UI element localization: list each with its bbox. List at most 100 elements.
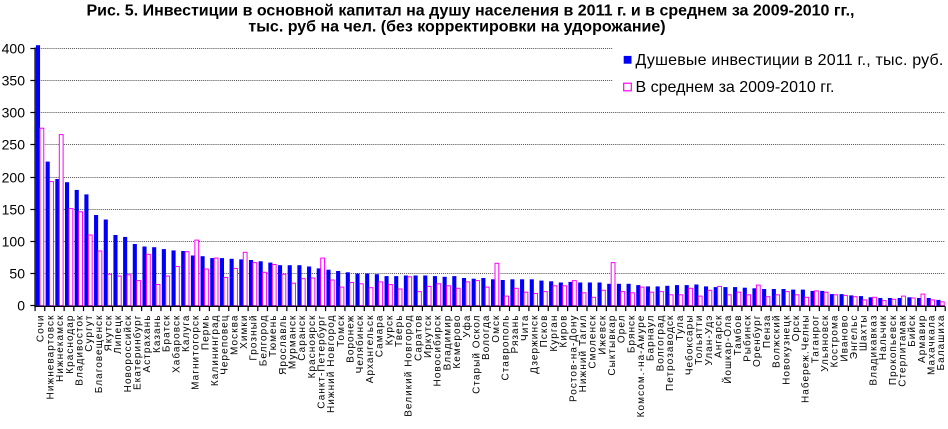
svg-text:Волжский: Волжский bbox=[772, 315, 783, 368]
svg-text:Вологда: Вологда bbox=[481, 315, 492, 360]
svg-text:Армавир: Армавир bbox=[917, 315, 928, 363]
svg-text:Ставрополь: Ставрополь bbox=[500, 314, 511, 380]
svg-text:Махачкала: Махачкала bbox=[926, 315, 937, 375]
svg-text:Пенза: Пенза bbox=[762, 315, 773, 349]
svg-text:Калуга: Калуга bbox=[181, 315, 192, 353]
svg-text:Череповец: Череповец bbox=[220, 315, 231, 375]
svg-text:Балашиха: Балашиха bbox=[936, 315, 947, 371]
svg-text:Владимир: Владимир bbox=[442, 315, 453, 371]
svg-text:Тамбов: Тамбов bbox=[732, 315, 744, 356]
svg-text:400: 400 bbox=[2, 40, 26, 56]
svg-text:Ульяновск: Ульяновск bbox=[820, 315, 831, 372]
svg-text:Энгельс: Энгельс bbox=[849, 315, 860, 360]
svg-text:Волгоград: Волгоград bbox=[655, 315, 666, 372]
svg-text:Орел: Орел bbox=[617, 315, 628, 344]
svg-text:Химки: Химки bbox=[239, 315, 250, 349]
svg-text:Хабаровск: Хабаровск bbox=[170, 315, 182, 373]
svg-text:Нальчик: Нальчик bbox=[878, 315, 889, 361]
svg-text:Барнаул: Барнаул bbox=[646, 315, 657, 362]
svg-text:Новокузнецк: Новокузнецк bbox=[781, 315, 792, 385]
svg-text:Псков: Псков bbox=[539, 315, 550, 348]
svg-text:Ижевск: Ижевск bbox=[597, 315, 608, 355]
svg-text:Орск: Орск bbox=[791, 315, 802, 342]
svg-text:Новороссийск: Новороссийск bbox=[123, 315, 134, 393]
svg-text:Краснодар: Краснодар bbox=[65, 315, 76, 374]
svg-text:Смоленск: Смоленск bbox=[588, 315, 599, 369]
svg-text:Владивосток: Владивосток bbox=[74, 315, 85, 386]
svg-text:Тюмень: Тюмень bbox=[268, 315, 279, 358]
svg-text:Магнитогорск: Магнитогорск bbox=[191, 315, 202, 390]
svg-text:Тольятти: Тольятти bbox=[694, 315, 705, 365]
svg-text:Саранск: Саранск bbox=[297, 315, 308, 361]
svg-text:Таганрог: Таганрог bbox=[810, 315, 821, 364]
svg-text:Братск: Братск bbox=[162, 315, 173, 353]
svg-text:Набереж.Челны: Набереж.Челны bbox=[800, 315, 812, 404]
svg-text:Москва: Москва bbox=[229, 315, 240, 355]
svg-text:Сочи: Сочи bbox=[36, 315, 47, 343]
svg-text:Липецк: Липецк bbox=[113, 315, 124, 355]
svg-text:Калининград: Калининград bbox=[210, 315, 221, 387]
svg-text:0: 0 bbox=[17, 297, 25, 313]
svg-text:Челябинск: Челябинск bbox=[354, 315, 366, 374]
svg-text:Пермь: Пермь bbox=[200, 315, 211, 351]
svg-text:Шахты: Шахты bbox=[859, 315, 870, 352]
svg-text:Новосибирск: Новосибирск bbox=[432, 315, 444, 387]
svg-text:Старый Оскол: Старый Оскол bbox=[471, 315, 482, 394]
svg-text:Екатеринбург: Екатеринбург bbox=[132, 315, 144, 391]
svg-text:Стерлитамак: Стерлитамак bbox=[897, 315, 908, 387]
svg-text:350: 350 bbox=[2, 72, 26, 88]
svg-text:Комсом.-на-Амуре: Комсом.-на-Амуре bbox=[636, 315, 647, 418]
svg-text:Благовещенск: Благовещенск bbox=[94, 315, 105, 394]
svg-text:Нижневартовск: Нижневартовск bbox=[45, 315, 56, 400]
svg-text:Ангарск: Ангарск bbox=[713, 315, 724, 358]
svg-text:Прокопьевск: Прокопьевск bbox=[888, 315, 899, 386]
svg-text:Архангельск: Архангельск bbox=[365, 315, 376, 384]
svg-text:Оренбург: Оренбург bbox=[751, 315, 763, 367]
svg-text:Саратов: Саратов bbox=[413, 315, 424, 362]
svg-text:Воронеж: Воронеж bbox=[346, 315, 357, 363]
svg-text:Казань: Казань bbox=[152, 315, 163, 353]
svg-text:Томск: Томск bbox=[336, 315, 347, 347]
svg-text:Самара: Самара bbox=[375, 315, 386, 358]
svg-text:200: 200 bbox=[2, 169, 26, 185]
svg-text:Йошкар-Ола: Йошкар-Ола bbox=[721, 315, 734, 384]
svg-text:Рязань: Рязань bbox=[510, 315, 521, 354]
svg-text:50: 50 bbox=[9, 265, 25, 281]
svg-text:Нижнекамск: Нижнекамск bbox=[55, 315, 66, 383]
svg-text:Киров: Киров bbox=[559, 315, 570, 348]
svg-text:100: 100 bbox=[2, 233, 26, 249]
svg-text:Тула: Тула bbox=[675, 315, 686, 341]
svg-text:Тверь: Тверь bbox=[394, 315, 405, 347]
svg-text:Ростов-на-Дону: Ростов-на-Дону bbox=[568, 315, 579, 403]
svg-text:Мурманск: Мурманск bbox=[287, 315, 298, 370]
svg-text:Астрахань: Астрахань bbox=[142, 315, 153, 373]
svg-text:Иркутск: Иркутск bbox=[423, 315, 434, 358]
svg-text:Иваново: Иваново bbox=[839, 315, 850, 362]
svg-text:тыс. руб на чел. (без корректи: тыс. руб на чел. (без корректировки на у… bbox=[248, 19, 665, 36]
svg-text:Сыктывкар: Сыктывкар bbox=[607, 315, 618, 376]
svg-text:Сургут: Сургут bbox=[84, 315, 95, 352]
svg-text:Белгород: Белгород bbox=[258, 315, 269, 367]
svg-text:Нижний Тагил: Нижний Тагил bbox=[578, 315, 589, 393]
svg-text:Якутск: Якутск bbox=[104, 315, 115, 352]
svg-text:Ярославль: Ярославль bbox=[278, 315, 289, 375]
svg-text:Брянск: Брянск bbox=[626, 315, 637, 354]
svg-text:150: 150 bbox=[2, 201, 26, 217]
svg-text:Дзержинск: Дзержинск bbox=[530, 315, 541, 374]
svg-text:Бийск: Бийск bbox=[907, 315, 918, 347]
svg-text:Кемерово: Кемерово bbox=[452, 315, 463, 369]
svg-text:Красноярск: Красноярск bbox=[307, 315, 318, 379]
svg-text:Уфа: Уфа bbox=[461, 315, 473, 338]
svg-text:Чита: Чита bbox=[520, 315, 531, 341]
svg-text:300: 300 bbox=[2, 104, 26, 120]
svg-text:Кострома: Кострома bbox=[830, 315, 841, 368]
svg-text:Санкт-Петербург: Санкт-Петербург bbox=[316, 315, 328, 409]
svg-text:Омск: Омск bbox=[491, 315, 502, 343]
svg-text:Улан-Удэ: Улан-Удэ bbox=[704, 315, 715, 366]
svg-text:Рыбинск: Рыбинск bbox=[742, 315, 754, 362]
svg-text:Курск: Курск bbox=[384, 315, 395, 346]
svg-text:Нижний Новгород: Нижний Новгород bbox=[326, 315, 337, 414]
svg-text:Курган: Курган bbox=[549, 315, 560, 352]
svg-text:Душевые инвестиции в 2011 г.,: Душевые инвестиции в 2011 г., тыс. руб. bbox=[636, 52, 944, 69]
svg-text:Чебоксары: Чебоксары bbox=[683, 315, 695, 376]
